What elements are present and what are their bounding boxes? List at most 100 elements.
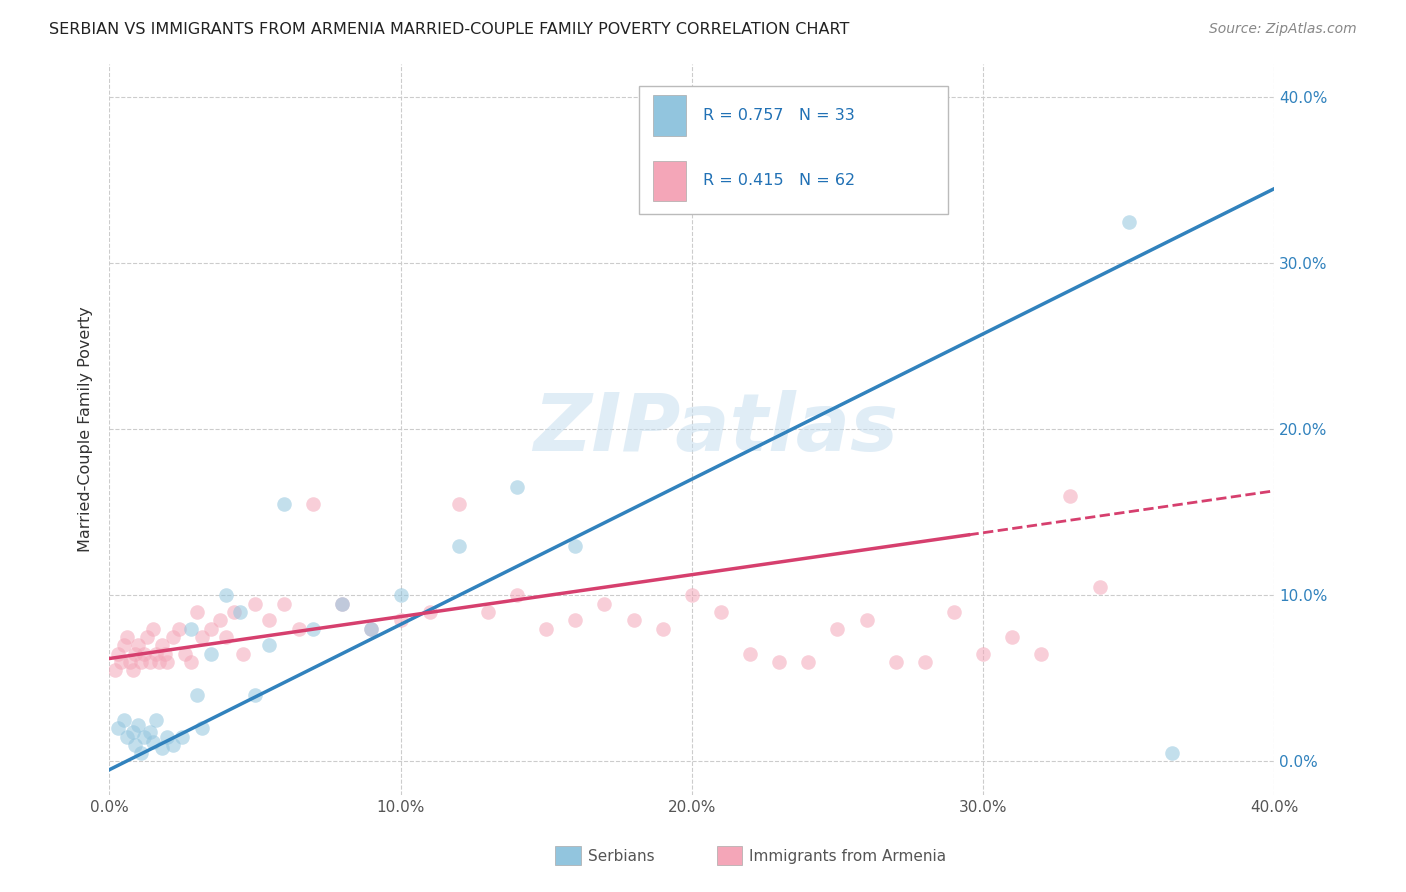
FancyBboxPatch shape [640,86,948,214]
Point [447,539,470,553]
Point [118,655,141,669]
Point [121,663,143,677]
Y-axis label: Married-Couple Family Poverty: Married-Couple Family Poverty [79,307,93,552]
Point [506,481,529,495]
Point [127,718,149,732]
Point [200,622,222,636]
Point [972,647,994,661]
Point [224,605,246,619]
Point [768,655,790,669]
Point [162,630,184,644]
Point [180,655,202,669]
Point [110,655,132,669]
Point [797,655,820,669]
Point [191,721,214,735]
Point [124,738,146,752]
Point [150,638,173,652]
Text: R = 0.757   N = 33: R = 0.757 N = 33 [703,108,855,123]
FancyBboxPatch shape [654,95,686,136]
Point [564,539,586,553]
Point [186,605,208,619]
Point [139,724,162,739]
Point [302,622,325,636]
Point [942,605,965,619]
Point [1088,580,1111,594]
Point [389,589,412,603]
Text: Serbians: Serbians [588,849,654,863]
Point [302,497,325,511]
Point [681,589,703,603]
Point [107,721,129,735]
Point [287,622,309,636]
Point [121,724,143,739]
Point [651,622,673,636]
Point [145,647,167,661]
Point [129,746,152,760]
Point [738,647,761,661]
Point [148,655,170,669]
Point [623,613,645,627]
Point [232,647,254,661]
Point [162,738,184,752]
Point [156,730,179,744]
Point [884,655,907,669]
Point [243,597,266,611]
Point [710,605,733,619]
Point [115,730,138,744]
Point [191,630,214,644]
Text: ZIPatlas: ZIPatlas [533,391,897,468]
Point [229,605,252,619]
Point [273,597,295,611]
Point [330,597,353,611]
Point [593,597,616,611]
Point [477,605,499,619]
Text: SERBIAN VS IMMIGRANTS FROM ARMENIA MARRIED-COUPLE FAMILY POVERTY CORRELATION CHA: SERBIAN VS IMMIGRANTS FROM ARMENIA MARRI… [49,22,849,37]
Point [134,647,156,661]
Point [1059,489,1081,503]
Point [215,630,238,644]
Point [104,663,127,677]
Point [127,638,149,652]
FancyBboxPatch shape [654,161,686,201]
Point [156,655,179,669]
Point [142,734,165,748]
Point [129,655,152,669]
Point [200,647,222,661]
Point [167,622,190,636]
Point [134,730,156,744]
Point [243,688,266,702]
Point [208,613,231,627]
Point [153,647,176,661]
Point [273,497,295,511]
Point [259,638,281,652]
Text: Immigrants from Armenia: Immigrants from Armenia [749,849,946,863]
Point [1118,215,1140,229]
Point [534,622,557,636]
Point [170,730,193,744]
Point [112,638,135,652]
Point [107,647,129,661]
Point [1161,746,1184,760]
Point [419,605,441,619]
Point [180,622,202,636]
Point [360,622,382,636]
Point [827,622,849,636]
Point [142,622,165,636]
Point [1031,647,1053,661]
Point [506,589,529,603]
Point [389,613,412,627]
Point [855,613,877,627]
Point [150,741,173,756]
Text: R = 0.415   N = 62: R = 0.415 N = 62 [703,173,856,188]
Point [145,713,167,727]
Point [914,655,936,669]
Point [186,688,208,702]
Point [136,630,159,644]
Point [1001,630,1024,644]
Point [112,713,135,727]
Point [115,630,138,644]
Point [330,597,353,611]
Point [174,647,197,661]
Point [215,589,238,603]
Point [564,613,586,627]
